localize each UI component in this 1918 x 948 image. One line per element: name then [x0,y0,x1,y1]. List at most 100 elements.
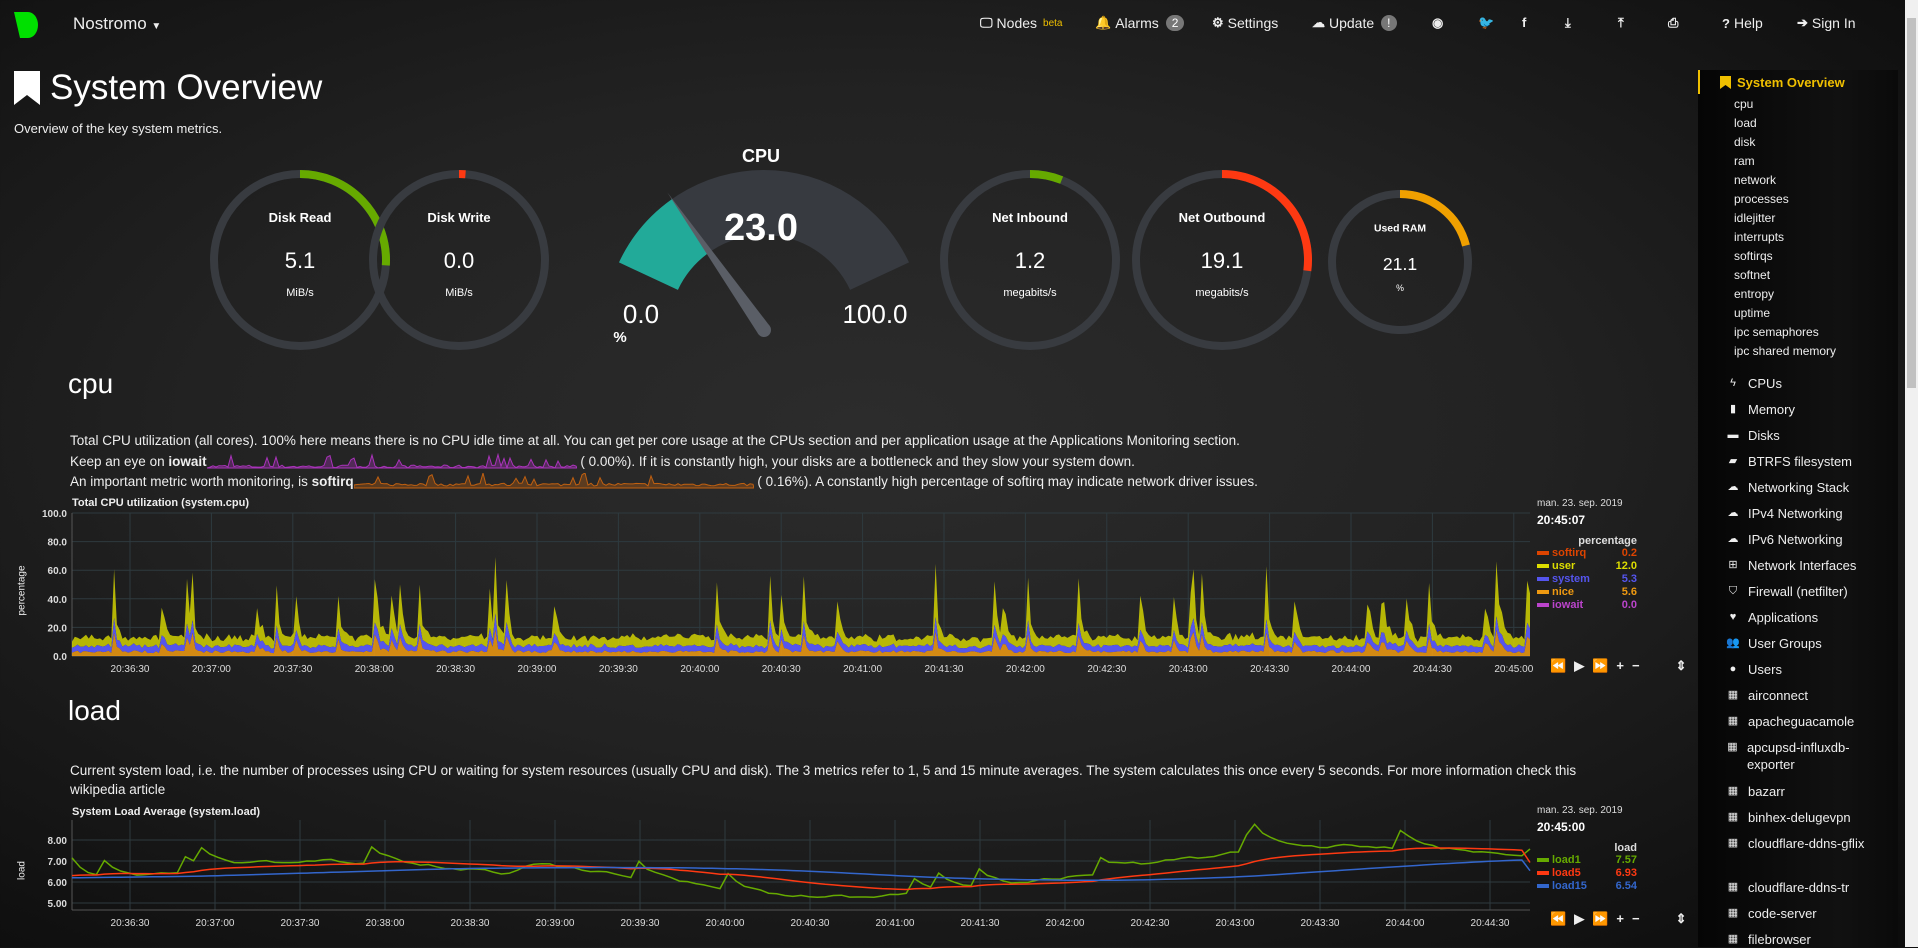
legend-value: 5.3 [1622,573,1637,586]
x-tick-label: 20:38:00 [355,664,394,675]
sidebar-item-memory[interactable]: ▮Memory [1726,401,1886,418]
legend-name: user [1552,560,1575,572]
x-tick-label: 20:43:00 [1169,664,1208,675]
sidebar-subitem-network[interactable]: network [1734,173,1776,187]
gauge-title: Disk Write [427,210,490,225]
zoom-in-button[interactable]: + [1616,911,1624,927]
hdd-icon: ▬ [1726,427,1740,444]
sidebar-item-network-interfaces[interactable]: ⊞Network Interfaces [1726,557,1886,574]
pan-right-button[interactable]: ⏩ [1592,658,1608,674]
softirq-sparkline[interactable] [354,473,754,489]
zoom-out-button[interactable]: − [1632,911,1640,927]
sidebar-item-ipv4-networking[interactable]: ☁IPv4 Networking [1726,505,1886,522]
sidebar-item-user-groups[interactable]: 👥User Groups [1726,635,1886,652]
nav-twitter-button[interactable]: 🐦 [1478,15,1494,31]
sidebar-item-ipv6-networking[interactable]: ☁IPv6 Networking [1726,531,1886,548]
sidebar-subitem-interrupts[interactable]: interrupts [1734,230,1784,244]
cloud-icon: ☁ [1726,479,1740,496]
sidebar-item-bazarr[interactable]: ▦bazarr [1726,783,1886,800]
sidebar-subitem-cpu[interactable]: cpu [1734,97,1753,111]
zoom-in-button[interactable]: + [1616,658,1624,674]
sidebar-subitem-ipc-shared-memory[interactable]: ipc shared memory [1734,344,1836,358]
pan-left-button[interactable]: ⏪ [1550,911,1566,927]
nav-upload-button[interactable]: ⤒ [1618,15,1624,31]
sidebar-item-apcupsd-influxdb-exporter[interactable]: ▦apcupsd-influxdb-exporter [1726,739,1886,773]
sidebar-subitem-disk[interactable]: disk [1734,135,1755,149]
nav-sign-in-button[interactable]: ➔Sign In [1797,15,1856,31]
sidebar-item-applications[interactable]: ♥Applications [1726,609,1886,626]
sidebar-item-cloudflare-ddns-gflix[interactable]: ▦cloudflare-ddns-gflix [1726,835,1886,852]
netdata-logo-icon[interactable] [14,12,38,38]
nav-help-button[interactable]: ?Help [1722,15,1763,31]
grid-icon: ▦ [1726,879,1740,896]
sidebar-subitem-processes[interactable]: processes [1734,192,1789,206]
sidebar-item-networking-stack[interactable]: ☁Networking Stack [1726,479,1886,496]
node-dropdown[interactable]: Nostromo ▼ [73,14,161,34]
sidebar-item-binhex-delugevpn[interactable]: ▦binhex-delugevpn [1726,809,1886,826]
section-heading-cpu: cpu [68,368,113,400]
resize-button[interactable]: ⇕ [1676,658,1687,674]
nav-settings-button[interactable]: ⚙Settings [1212,15,1278,31]
nav-update-button[interactable]: ☁Update! [1312,15,1397,31]
nav-facebook-button[interactable]: f [1522,15,1526,30]
sidebar-item-code-server[interactable]: ▦code-server [1726,905,1886,922]
sidebar-item-system-overview[interactable]: System Overview [1720,75,1845,90]
scrollbar[interactable] [1905,0,1918,947]
sidebar-subitem-softirqs[interactable]: softirqs [1734,249,1773,263]
nav-print-button[interactable]: ⎙ [1668,15,1678,31]
pan-right-button[interactable]: ⏩ [1592,911,1608,927]
y-tick-label: 40.0 [48,595,68,606]
pan-left-button[interactable]: ⏪ [1550,658,1566,674]
sidebar-item-disks[interactable]: ▬Disks [1726,427,1886,444]
sidebar-subitem-idlejitter[interactable]: idlejitter [1734,211,1775,225]
resize-button[interactable]: ⇕ [1676,911,1687,927]
sidebar-item-firewall-netfilter-[interactable]: ⛉Firewall (netfilter) [1726,583,1886,600]
sidebar-subitem-load[interactable]: load [1734,116,1757,130]
sidebar-subitem-uptime[interactable]: uptime [1734,306,1770,320]
nav-download-button[interactable]: ⤓ [1565,15,1571,31]
x-tick-label: 20:39:00 [536,918,575,929]
sidebar-subitem-ipc-semaphores[interactable]: ipc semaphores [1734,325,1819,339]
sidebar-item-label: BTRFS filesystem [1748,453,1852,470]
nav-github-button[interactable]: ◉ [1432,15,1443,31]
play-button[interactable]: ▶ [1574,911,1584,927]
sidebar-subitem-entropy[interactable]: entropy [1734,287,1774,301]
sidebar-item-airconnect[interactable]: ▦airconnect [1726,687,1886,704]
cpu-gauge-min: 0.0 [623,299,659,329]
sidebar-item-cloudflare-ddns-tr[interactable]: ▦cloudflare-ddns-tr [1726,879,1886,896]
load-description: Current system load, i.e. the number of … [70,763,1576,778]
x-tick-label: 20:44:00 [1386,918,1425,929]
sidebar-item-label: IPv4 Networking [1748,505,1843,522]
scrollbar-thumb[interactable] [1907,18,1916,388]
sidebar-item-filebrowser[interactable]: ▦filebrowser [1726,931,1886,948]
sidebar-item-btrfs-filesystem[interactable]: ▰BTRFS filesystem [1726,453,1886,470]
sparkline-area [354,473,754,488]
iowait-sparkline[interactable] [207,453,577,469]
play-button[interactable]: ▶ [1574,658,1584,674]
sidebar-item-apacheguacamole[interactable]: ▦apacheguacamole [1726,713,1886,730]
zoom-out-button[interactable]: − [1632,658,1640,674]
wikipedia-link[interactable]: wikipedia article [70,782,165,797]
sidebar-item-users[interactable]: ●Users [1726,661,1886,678]
sidebar-subitem-softnet[interactable]: softnet [1734,268,1770,282]
sidebar-subitem-ram[interactable]: ram [1734,154,1755,168]
